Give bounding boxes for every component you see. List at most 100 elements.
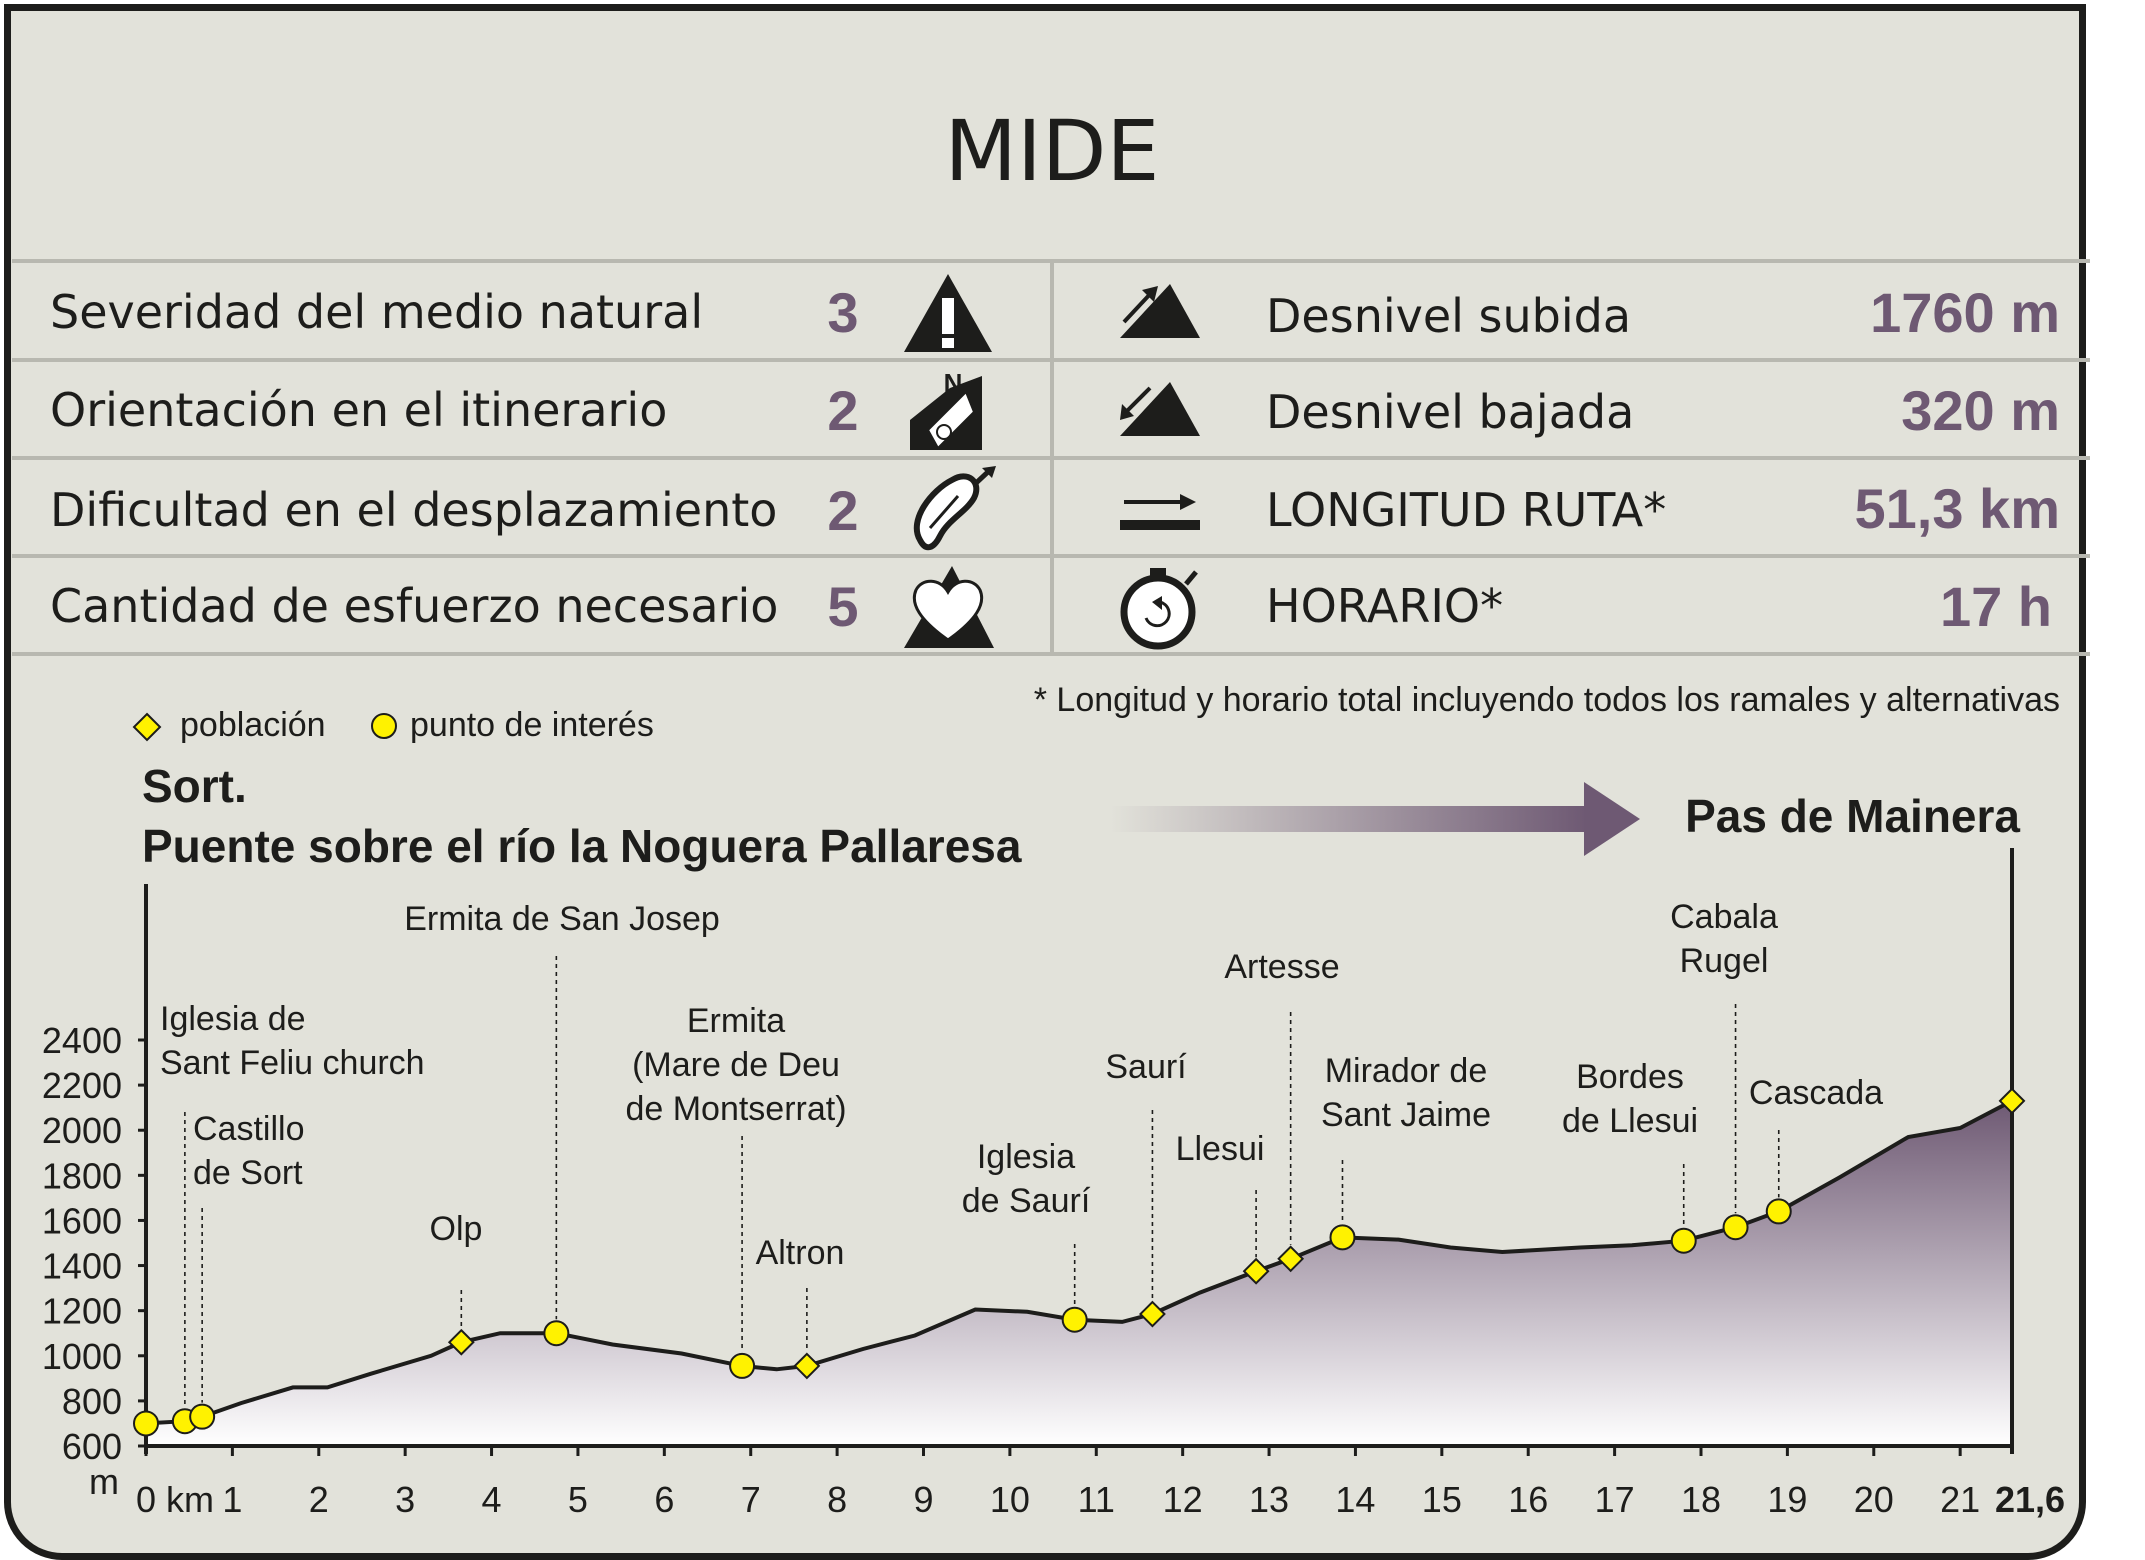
footprint-icon	[913, 466, 996, 551]
legend-town-label: población	[180, 706, 326, 744]
x-tick-label: 5	[568, 1479, 588, 1520]
x-tick-label: 13	[1249, 1479, 1289, 1520]
y-axis-unit: m	[89, 1461, 119, 1502]
profile-area	[146, 1100, 2012, 1446]
point-label: Bordes de Llesui	[1562, 1058, 1698, 1140]
row-label-orientacion: Orientación en el itinerario	[50, 383, 667, 437]
page-title: MIDE	[944, 102, 1159, 200]
start-label-line1: Sort.	[142, 760, 247, 812]
point-label: Olp	[430, 1210, 483, 1248]
legend: población punto de interés	[132, 706, 654, 744]
value-desnivel-bajada: 320 m	[1901, 379, 2060, 442]
x-tick-label: 8	[827, 1479, 847, 1520]
x-tick-label: 9	[913, 1479, 933, 1520]
y-tick-label: 600	[62, 1426, 122, 1467]
y-tick-label: 1200	[42, 1291, 122, 1332]
y-tick-label: 1600	[42, 1200, 122, 1241]
end-label: Pas de Mainera	[1685, 790, 2020, 842]
y-tick-label: 1800	[42, 1155, 122, 1196]
x-tick-label: 20	[1854, 1479, 1894, 1520]
poi-marker	[543, 1320, 570, 1347]
point-label: Iglesia de Sant Feliu church	[160, 1000, 425, 1082]
profile-line	[145, 1099, 2013, 1426]
point-label: Mirador de Sant Jaime	[1321, 1052, 1491, 1134]
y-tick-label: 1400	[42, 1246, 122, 1287]
x-tick-label: 2	[309, 1479, 329, 1520]
legend-poi-marker	[371, 713, 397, 739]
point-label: Artesse	[1224, 948, 1339, 986]
legend-town-marker	[132, 712, 162, 742]
value-desnivel-subida: 1760 m	[1870, 281, 2060, 344]
legend-poi-label: punto de interés	[410, 706, 654, 744]
row-label-esfuerzo: Cantidad de esfuerzo necesario	[50, 579, 778, 633]
row-label-desnivel-bajada: Desnivel bajada	[1266, 385, 1634, 439]
y-tick-label: 1000	[42, 1336, 122, 1377]
x-tick-label: 6	[654, 1479, 674, 1520]
x-tick-label: 1	[222, 1479, 242, 1520]
x-axis-unit: km	[166, 1479, 214, 1520]
point-label: Ermita (Mare de Deu de Montserrat)	[625, 1002, 846, 1128]
value-longitud: 51,3 km	[1855, 477, 2061, 540]
row-label-desnivel-subida: Desnivel subida	[1266, 289, 1631, 343]
town-marker	[1277, 1245, 1305, 1273]
x-tick-label: 4	[482, 1479, 502, 1520]
point-label: Altron	[756, 1234, 845, 1272]
y-tick-label: 2400	[42, 1020, 122, 1061]
point-label: Castillo de Sort	[193, 1110, 304, 1192]
town-marker	[1998, 1087, 2026, 1115]
poi-marker	[133, 1410, 159, 1437]
compass-map-icon: N	[910, 368, 982, 450]
point-label: Ermita de San Josep	[404, 900, 720, 938]
row-label-horario: HORARIO*	[1266, 579, 1503, 633]
point-label: Llesui	[1176, 1130, 1265, 1168]
poi-marker	[1670, 1227, 1697, 1254]
poi-marker	[729, 1352, 756, 1379]
town-marker	[1139, 1300, 1166, 1328]
x-end-label: 21,6	[1995, 1479, 2065, 1520]
heart-mountain-icon	[904, 566, 994, 648]
poi-marker	[1722, 1214, 1749, 1241]
point-label: Iglesia de Saurí	[962, 1138, 1091, 1220]
poi-marker	[1765, 1198, 1792, 1225]
warning-mountain-icon	[904, 274, 992, 352]
x-tick-label: 7	[741, 1479, 761, 1520]
poi-marker	[1329, 1224, 1356, 1251]
x-tick-label: 11	[1078, 1479, 1115, 1520]
x-tick-label: 17	[1595, 1479, 1635, 1520]
x-tick-label: 16	[1508, 1479, 1548, 1520]
score-dificultad: 2	[827, 479, 858, 542]
x-tick-label: 21	[1940, 1479, 1980, 1520]
footnote: * Longitud y horario total incluyendo to…	[1034, 681, 2060, 719]
length-arrow-icon	[1120, 494, 1200, 530]
x-tick-label: 18	[1681, 1479, 1721, 1520]
poi-marker	[189, 1403, 216, 1430]
score-orientacion: 2	[827, 379, 858, 442]
town-marker	[1242, 1257, 1270, 1285]
x-tick-label: 0	[136, 1479, 156, 1520]
score-severidad: 3	[827, 281, 858, 344]
direction-arrow	[1110, 782, 1640, 856]
stopwatch-icon	[1120, 568, 1198, 650]
score-esfuerzo: 5	[827, 575, 858, 638]
point-label: Cascada	[1749, 1074, 1883, 1112]
start-label-line2: Puente sobre el río la Noguera Pallaresa	[142, 820, 1022, 872]
point-label: Cabala Rugel	[1670, 898, 1778, 980]
poi-marker	[1061, 1306, 1088, 1333]
descent-icon	[1120, 382, 1200, 436]
point-label: Saurí	[1105, 1048, 1187, 1086]
town-marker	[447, 1328, 475, 1356]
value-horario: 17 h	[1940, 575, 2052, 638]
mide-left-rows: Severidad del medio natural 3 Orientació…	[50, 281, 859, 638]
row-label-longitud: LONGITUD RUTA*	[1266, 483, 1666, 537]
x-tick-label: 3	[395, 1479, 415, 1520]
y-tick-label: 800	[62, 1381, 122, 1422]
row-label-dificultad: Dificultad en el desplazamiento	[50, 483, 777, 537]
x-tick-label: 10	[990, 1479, 1030, 1520]
row-label-severidad: Severidad del medio natural	[50, 285, 703, 339]
y-tick-label: 2000	[42, 1110, 122, 1151]
y-tick-label: 2200	[42, 1065, 122, 1106]
x-tick-label: 14	[1335, 1479, 1375, 1520]
ascent-icon	[1120, 284, 1200, 338]
